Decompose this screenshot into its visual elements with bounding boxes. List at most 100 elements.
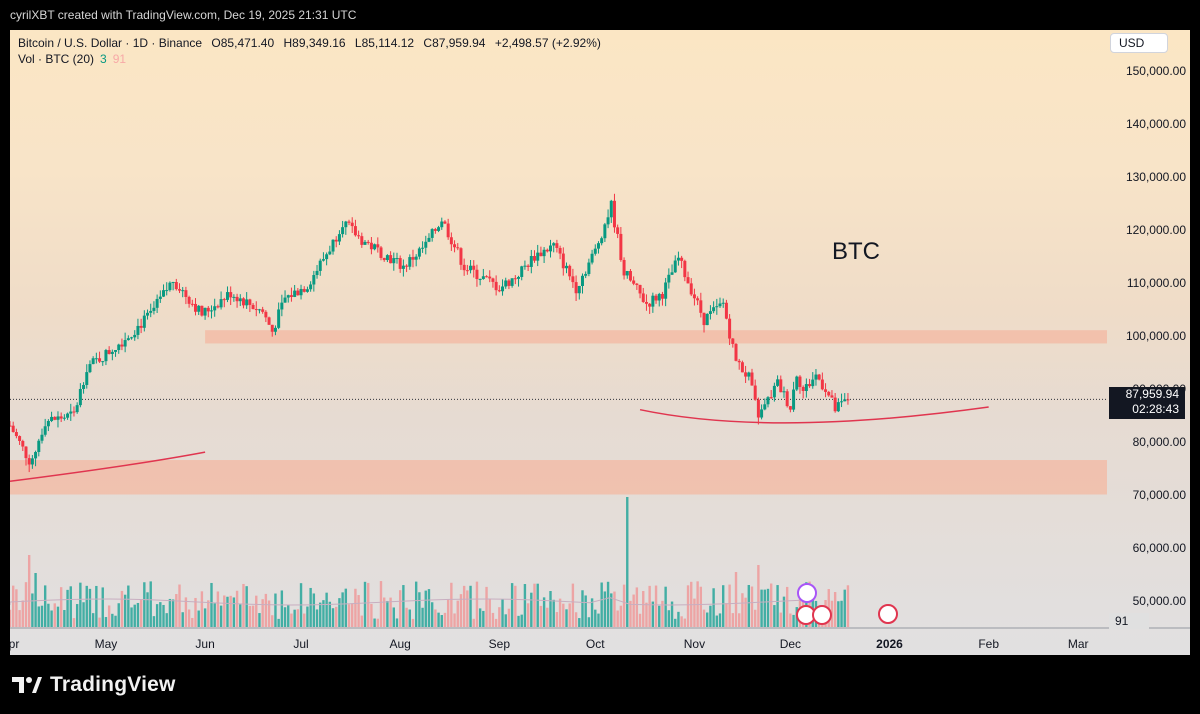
volume-bar [427,589,431,627]
candle-body [552,243,556,246]
candle-body [628,271,632,281]
volume-bar [207,600,210,627]
volume-bar [539,605,543,627]
volume-bar [200,591,204,627]
candle-body [50,416,54,421]
candle-body [731,338,735,344]
candle-body [107,350,111,354]
volume-bar [197,610,200,627]
volume-bar [741,593,744,627]
candle-body [72,411,76,413]
candle-body [612,200,616,228]
volume-bar [69,586,72,627]
candle-body [625,271,629,276]
candle-body [712,307,716,312]
volume-bar [686,585,690,627]
volume-bar [344,588,348,627]
volume-bar [520,614,523,627]
candle-body [155,298,159,308]
volume-bar [312,593,316,627]
candle-body [213,306,217,311]
candle-body [686,277,690,284]
candle-body [660,293,664,299]
volume-bar [18,610,21,627]
candle-body [734,343,738,361]
last-price-label: 87,959.94 02:28:43 [1109,387,1185,419]
volume-bar [833,592,837,627]
candle-body [708,311,712,314]
volume-bar [549,591,552,627]
candle-body [24,446,28,459]
candle-body [769,397,773,399]
volume-bar [562,603,565,627]
candle-body [475,269,479,280]
candle-body [181,290,185,292]
candle-body [411,257,415,260]
volume-bar [475,581,479,627]
volume-bar [27,555,31,627]
volume-bar [430,602,434,627]
volume-bar [175,594,178,627]
candle-body [609,200,613,218]
candle-body [190,303,194,305]
volume-bar [517,615,520,627]
volume-bar [232,597,236,627]
volume-bar [75,604,79,627]
volume-bar [98,617,101,627]
volume-bar [315,609,319,627]
volume-bar [622,584,626,627]
ohlc-close: C87,959.94 [423,36,486,50]
volume-bar [66,589,69,627]
candle-body [152,307,156,311]
candle-body [328,251,332,255]
candle-body [14,432,18,437]
volume-bar [590,598,594,627]
candle-body [843,399,847,402]
volume-bar [632,594,635,627]
volume-bar [21,600,24,627]
volume-bar [191,617,194,627]
volume-bar [488,598,491,627]
currency-button[interactable]: USD [1110,33,1168,53]
candle-body [529,256,533,267]
candle-body [449,237,453,245]
candle-body [130,337,134,339]
candle-body [558,247,562,254]
candle-body [683,260,687,278]
tradingview-logo-text: TradingView [50,673,176,696]
ohlc-high: H89,349.16 [283,36,346,50]
candle-body [197,305,201,312]
volume-bar [642,591,645,627]
volume-bar [664,586,667,627]
candle-body [34,452,38,459]
volume-bar [149,581,152,627]
volume-bar [40,605,44,627]
chart-svg[interactable] [10,30,1190,655]
candle-body [85,372,89,385]
volume-bar [213,603,216,627]
volume-bar [568,603,571,627]
candle-body [53,416,57,420]
volume-bar [750,586,754,627]
volume-bar [139,600,143,627]
candle-body [705,313,709,326]
volume-bar [603,591,607,627]
volume-bar [808,581,811,627]
volume-bar [606,581,610,627]
candle-body [728,318,732,339]
volume-bar [251,605,255,627]
volume-bar [245,586,248,627]
candle-body [104,350,108,362]
candle-body [56,416,60,420]
volume-bar [146,592,149,627]
volume-bar [325,592,328,627]
candle-body [366,241,370,243]
candle-body [462,264,466,271]
volume-bar [530,592,533,627]
chart-panel[interactable]: Bitcoin / U.S. Dollar · 1D · Binance O85… [10,30,1190,655]
volume-bar [466,590,469,627]
volume-bar [123,594,127,627]
candle-body [596,243,600,249]
candle-body [30,458,34,465]
volume-bar [446,599,450,627]
